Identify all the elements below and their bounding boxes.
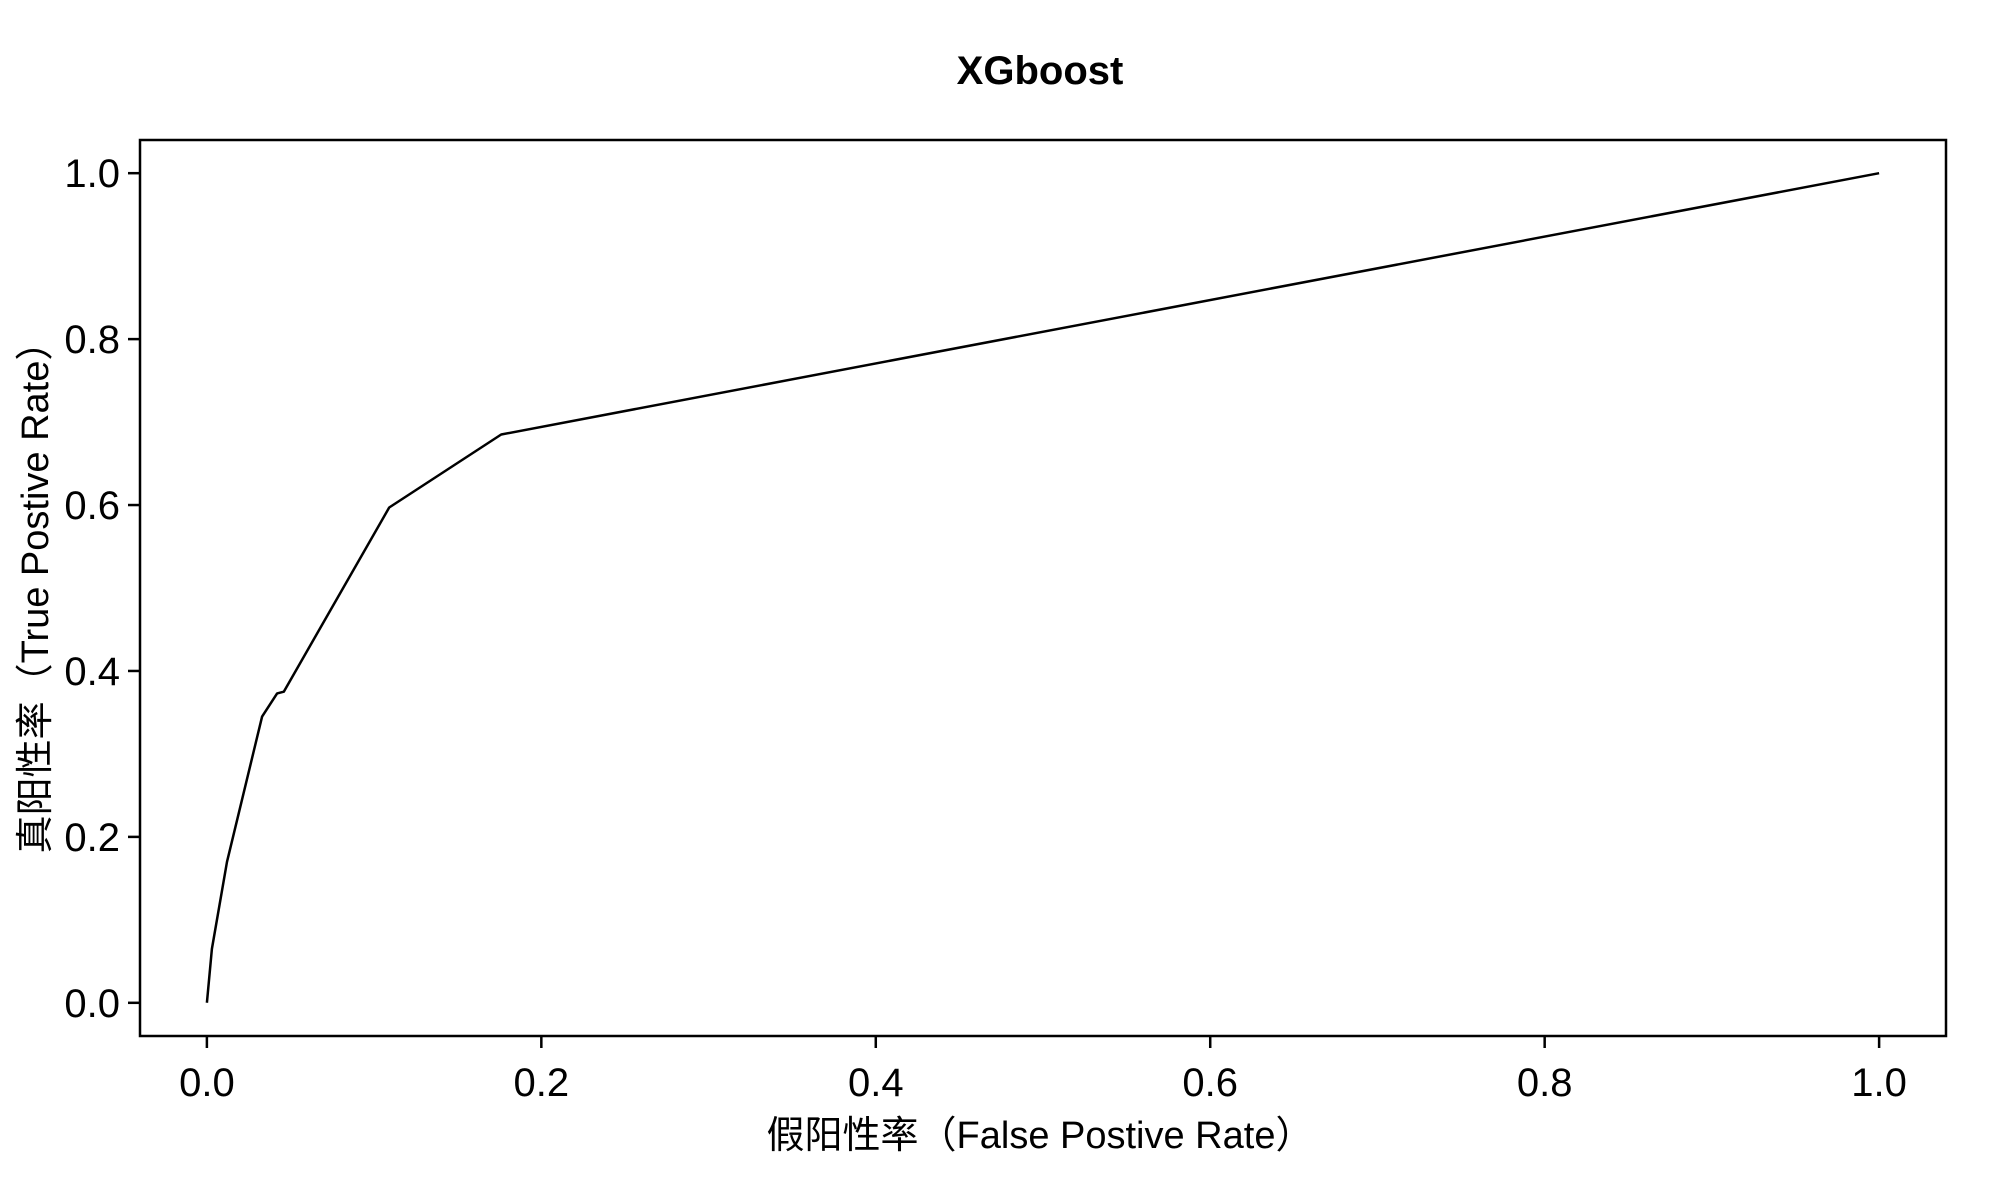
- plot-frame: [138, 138, 1948, 1038]
- x-axis-label: 假阳性率（False Postive Rate）: [767, 1115, 1314, 1157]
- y-tick-label: 0.2: [64, 816, 120, 860]
- chart-title: XGboost: [957, 49, 1124, 93]
- x-tick-label: 0.6: [1182, 1061, 1238, 1105]
- y-tick-label: 0.6: [64, 484, 120, 528]
- y-axis-ticks: 0.0 0.2 0.4 0.6 0.8 1.0: [64, 152, 140, 1026]
- x-axis-ticks: 0.0 0.2 0.4 0.6 0.8 1.0: [179, 1036, 1907, 1105]
- y-tick-label: 1.0: [64, 152, 120, 196]
- y-tick-label: 0.4: [64, 650, 120, 694]
- y-tick-label: 0.8: [64, 318, 120, 362]
- y-tick-label: 0.0: [64, 982, 120, 1026]
- x-tick-label: 0.2: [514, 1061, 570, 1105]
- x-tick-label: 0.8: [1517, 1061, 1573, 1105]
- x-tick-label: 1.0: [1851, 1061, 1907, 1105]
- roc-curve-line: [205, 171, 1880, 1003]
- y-axis-label: 真阳性率（True Postive Rate）: [15, 323, 57, 854]
- x-tick-label: 0.4: [848, 1061, 904, 1105]
- x-tick-label: 0.0: [179, 1061, 235, 1105]
